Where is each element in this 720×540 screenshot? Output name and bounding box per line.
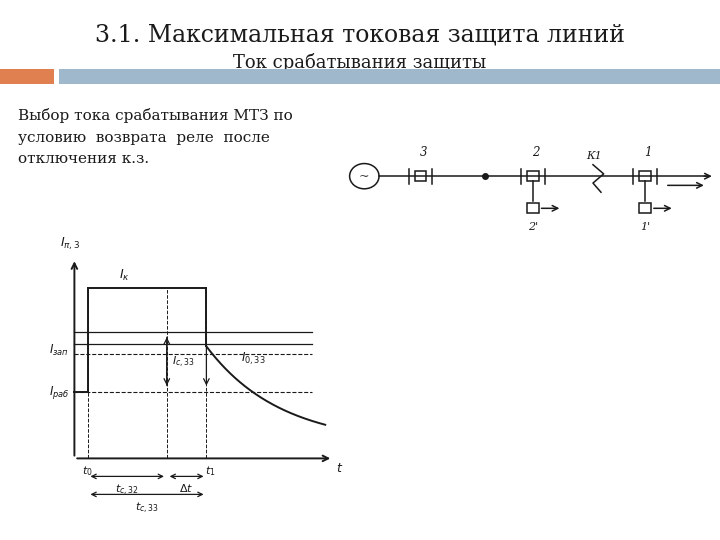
Text: $t$: $t$ — [336, 462, 343, 475]
Text: $t_{c,32}$: $t_{c,32}$ — [115, 482, 139, 497]
Text: 1: 1 — [644, 146, 652, 159]
Text: $t_1$: $t_1$ — [205, 464, 216, 478]
Text: Выбор тока срабатывания МТЗ по
условию  возврата  реле  после
отключения к.з.: Выбор тока срабатывания МТЗ по условию в… — [18, 108, 293, 166]
Bar — [639, 171, 651, 181]
Bar — [527, 203, 539, 213]
Bar — [639, 203, 651, 213]
Bar — [415, 171, 426, 181]
Text: 3: 3 — [420, 146, 427, 159]
Bar — [527, 171, 539, 181]
Text: ~: ~ — [359, 170, 369, 183]
Text: 1': 1' — [640, 222, 650, 232]
Text: 2: 2 — [532, 146, 539, 159]
Text: $I_{зап}$: $I_{зап}$ — [49, 343, 69, 358]
Text: Ток срабатывания защиты: Ток срабатывания защиты — [233, 52, 487, 72]
Text: $I_{раб}$: $I_{раб}$ — [48, 384, 69, 401]
Bar — [59, 69, 720, 84]
Text: $\Delta t$: $\Delta t$ — [179, 482, 194, 495]
Text: $I_{\pi,3}$: $I_{\pi,3}$ — [60, 236, 81, 252]
Bar — [0, 69, 54, 84]
Text: $t_{c,33}$: $t_{c,33}$ — [135, 501, 159, 516]
Text: $I_{\kappa}$: $I_{\kappa}$ — [120, 268, 130, 284]
Text: $I_{0,33}$: $I_{0,33}$ — [240, 350, 266, 367]
Text: $t_0$: $t_0$ — [82, 464, 93, 478]
Text: $I_{c,33}$: $I_{c,33}$ — [172, 355, 195, 370]
Text: К1: К1 — [586, 151, 602, 161]
Text: 3.1. Максимальная токовая защита линий: 3.1. Максимальная токовая защита линий — [95, 24, 625, 46]
Text: 2': 2' — [528, 222, 538, 232]
